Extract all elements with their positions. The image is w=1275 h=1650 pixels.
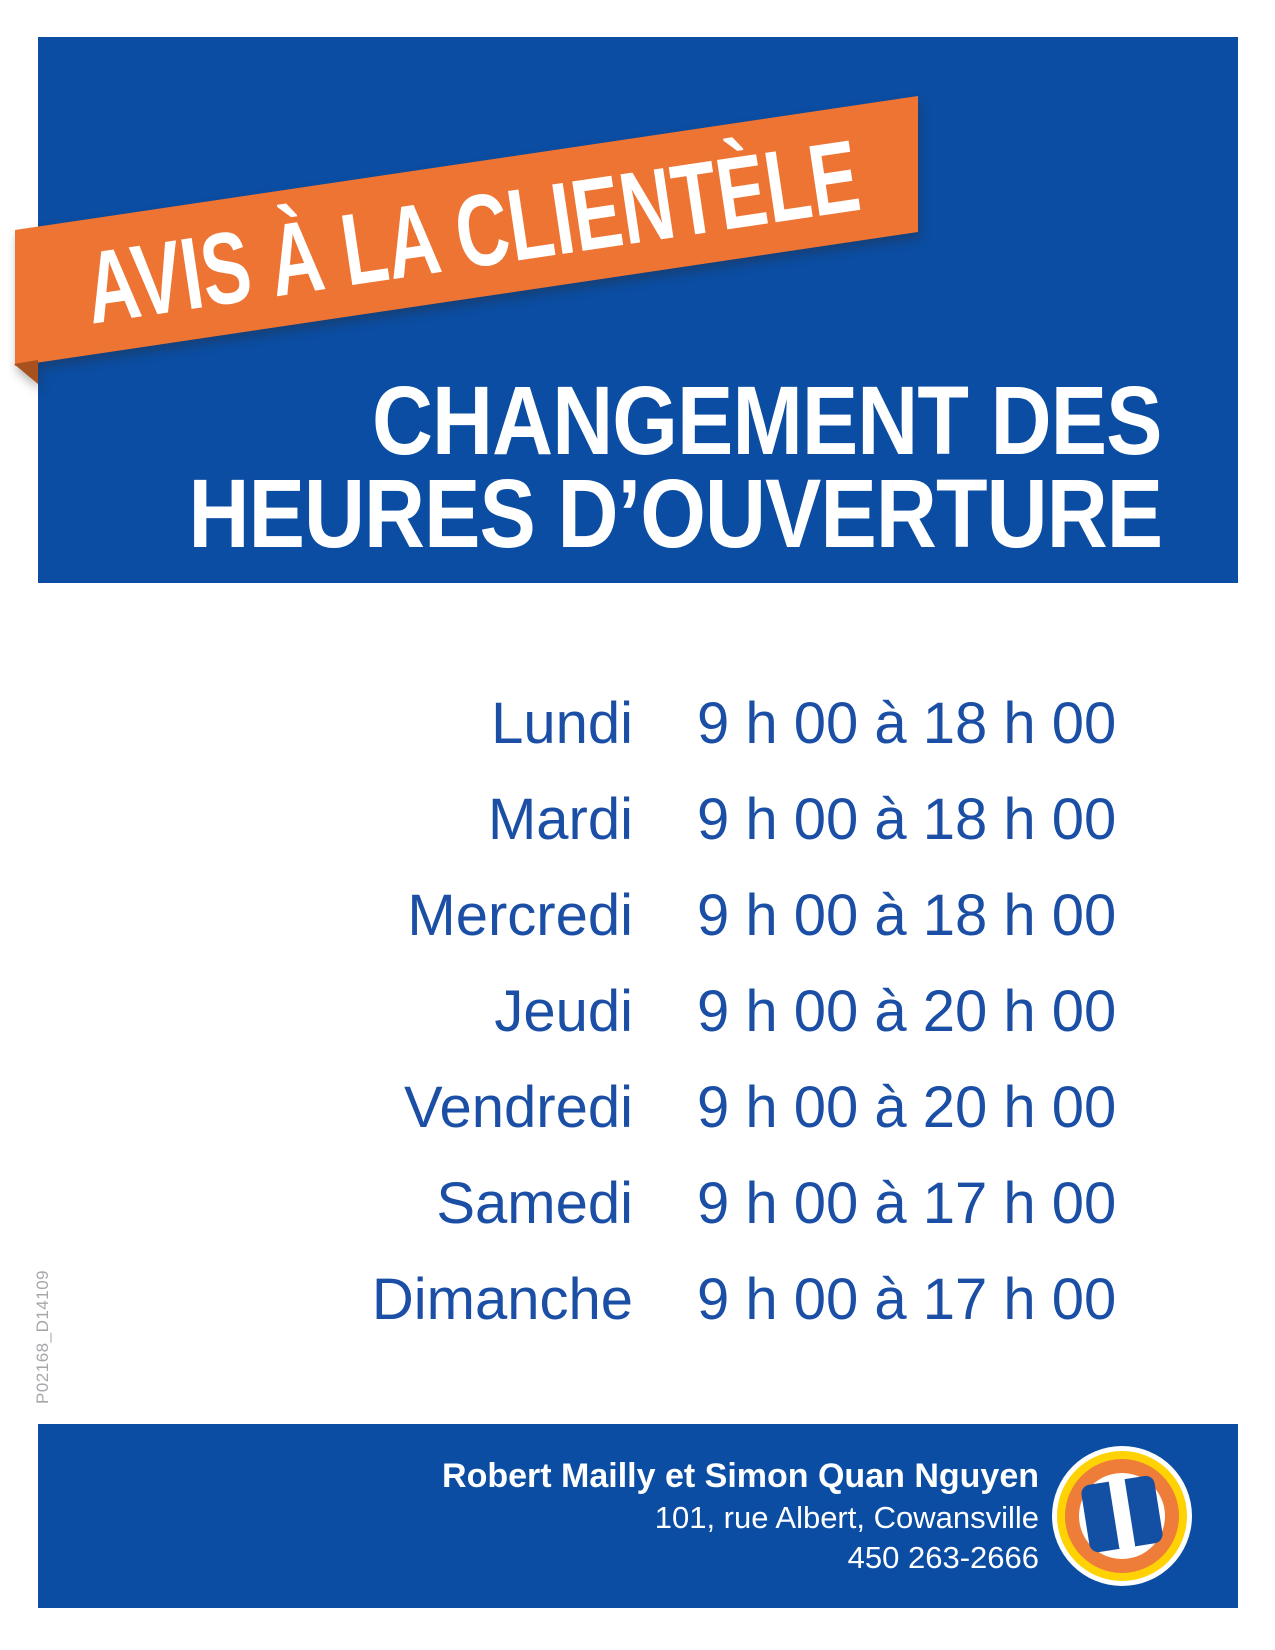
day-label: Lundi	[491, 690, 633, 756]
hours-value: 9 h 00 à 17 h 00	[697, 1170, 1117, 1236]
ribbon-fold	[14, 360, 38, 384]
hours-value: 9 h 00 à 20 h 00	[697, 1074, 1117, 1140]
title-line-2: HEURES D’OUVERTURE	[188, 459, 1163, 568]
store-address: 101, rue Albert, Cowansville	[654, 1500, 1039, 1535]
hours-value: 9 h 00 à 20 h 00	[697, 978, 1117, 1044]
day-label: Mercredi	[407, 882, 633, 948]
hours-value: 9 h 00 à 17 h 00	[697, 1266, 1117, 1332]
pharmacist-names: Robert Mailly et Simon Quan Nguyen	[442, 1457, 1039, 1495]
table-row: Dimanche 9 h 00 à 17 h 00	[0, 1251, 1180, 1347]
logo-disc	[1079, 1473, 1165, 1559]
footer-contact-block: Robert Mailly et Simon Quan Nguyen 101, …	[442, 1424, 1039, 1608]
table-row: Vendredi 9 h 00 à 20 h 00	[0, 1059, 1180, 1155]
title-line-1: CHANGEMENT DES	[372, 366, 1162, 475]
table-row: Mardi 9 h 00 à 18 h 00	[0, 771, 1180, 867]
store-phone: 450 263-2666	[847, 1540, 1039, 1575]
footer-panel: Robert Mailly et Simon Quan Nguyen 101, …	[38, 1424, 1238, 1608]
day-label: Mardi	[487, 786, 633, 852]
logo-yellow-ring	[1057, 1451, 1187, 1581]
table-row: Jeudi 9 h 00 à 20 h 00	[0, 963, 1180, 1059]
logo-u-letter	[1080, 1474, 1164, 1555]
table-row: Samedi 9 h 00 à 17 h 00	[0, 1155, 1180, 1251]
hours-value: 9 h 00 à 18 h 00	[697, 786, 1117, 852]
table-row: Mercredi 9 h 00 à 18 h 00	[0, 867, 1180, 963]
day-label: Samedi	[436, 1170, 633, 1236]
page-title: CHANGEMENT DES HEURES D’OUVERTURE	[38, 366, 1163, 568]
hours-value: 9 h 00 à 18 h 00	[697, 882, 1117, 948]
print-code: P02168_D14109	[33, 1269, 52, 1404]
logo-orange-ring	[1065, 1459, 1179, 1573]
day-label: Vendredi	[404, 1074, 633, 1140]
day-label: Jeudi	[494, 978, 633, 1044]
uniprix-logo	[1052, 1446, 1192, 1586]
opening-hours-table: Lundi 9 h 00 à 18 h 00 Mardi 9 h 00 à 18…	[0, 675, 1180, 1347]
table-row: Lundi 9 h 00 à 18 h 00	[0, 675, 1180, 771]
hours-value: 9 h 00 à 18 h 00	[697, 690, 1117, 756]
day-label: Dimanche	[371, 1266, 633, 1332]
